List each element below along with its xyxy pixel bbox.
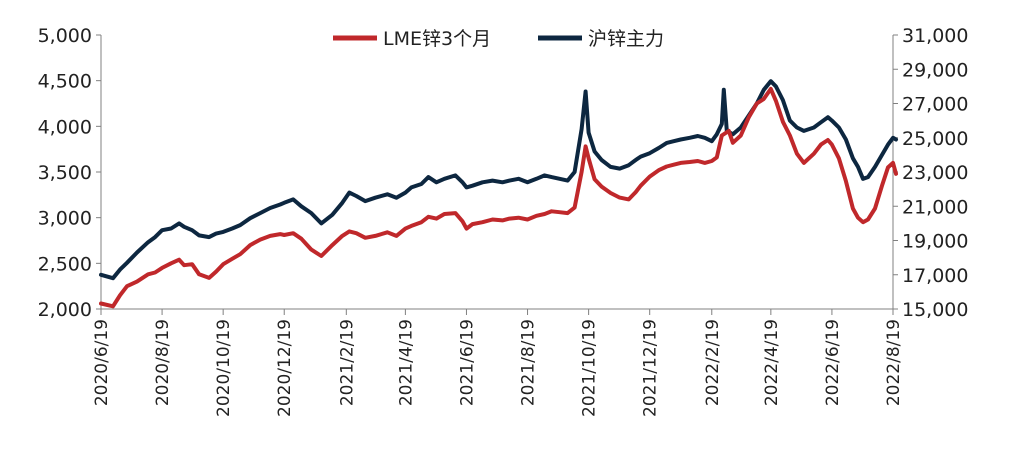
x-tick-label: 2020/12/19 xyxy=(275,319,295,417)
left-tick-label: 2,000 xyxy=(38,299,92,321)
left-axis-ticks: 2,000 2,500 3,000 3,500 4,000 4,500 5,000 xyxy=(38,25,101,321)
right-tick-label: 27,000 xyxy=(902,94,968,116)
x-tick-label: 2021/10/19 xyxy=(580,319,600,417)
series-line-lme xyxy=(99,86,898,309)
x-tick-label: 2021/12/19 xyxy=(641,319,661,417)
left-tick-label: 4,000 xyxy=(38,116,92,138)
x-tick-label: 2021/6/19 xyxy=(457,319,477,406)
x-tick-label: 2020/6/19 xyxy=(92,319,112,406)
right-tick-label: 31,000 xyxy=(902,25,968,47)
series-line-shfe xyxy=(99,79,898,281)
right-tick-label: 23,000 xyxy=(902,162,968,184)
left-tick-label: 4,500 xyxy=(38,71,92,93)
series-layer xyxy=(99,79,898,309)
x-tick-label: 2021/8/19 xyxy=(519,319,539,406)
x-tick-label: 2021/4/19 xyxy=(396,319,416,406)
right-tick-label: 17,000 xyxy=(902,265,968,287)
left-tick-label: 3,000 xyxy=(38,208,92,230)
x-tick-label: 2021/2/19 xyxy=(337,319,357,406)
x-tick-label: 2022/2/19 xyxy=(703,319,723,406)
right-axis-ticks: 15,000 17,000 19,000 21,000 23,000 25,000 27,0… xyxy=(893,25,968,321)
right-tick-label: 29,000 xyxy=(902,59,968,81)
right-tick-label: 19,000 xyxy=(902,231,968,253)
x-tick-label: 2020/10/19 xyxy=(214,319,234,417)
right-tick-label: 15,000 xyxy=(902,299,968,321)
legend-label: 沪锌主力 xyxy=(588,28,664,50)
x-tick-label: 2022/6/19 xyxy=(823,319,843,406)
right-tick-label: 21,000 xyxy=(902,196,968,218)
right-tick-label: 25,000 xyxy=(902,128,968,150)
legend-label: LME锌3个月 xyxy=(383,28,491,50)
legend: LME锌3个月 沪锌主力 xyxy=(333,28,664,50)
x-tick-label: 2020/8/19 xyxy=(153,319,173,406)
left-tick-label: 5,000 xyxy=(38,25,92,47)
x-axis-ticks: 2020/6/19 2020/8/19 2020/10/19 2020/12/19 20… xyxy=(92,309,904,417)
x-tick-label: 2022/8/19 xyxy=(884,319,904,406)
x-tick-label: 2022/4/19 xyxy=(762,319,782,406)
left-tick-label: 3,500 xyxy=(38,162,92,184)
left-tick-label: 2,500 xyxy=(38,253,92,275)
